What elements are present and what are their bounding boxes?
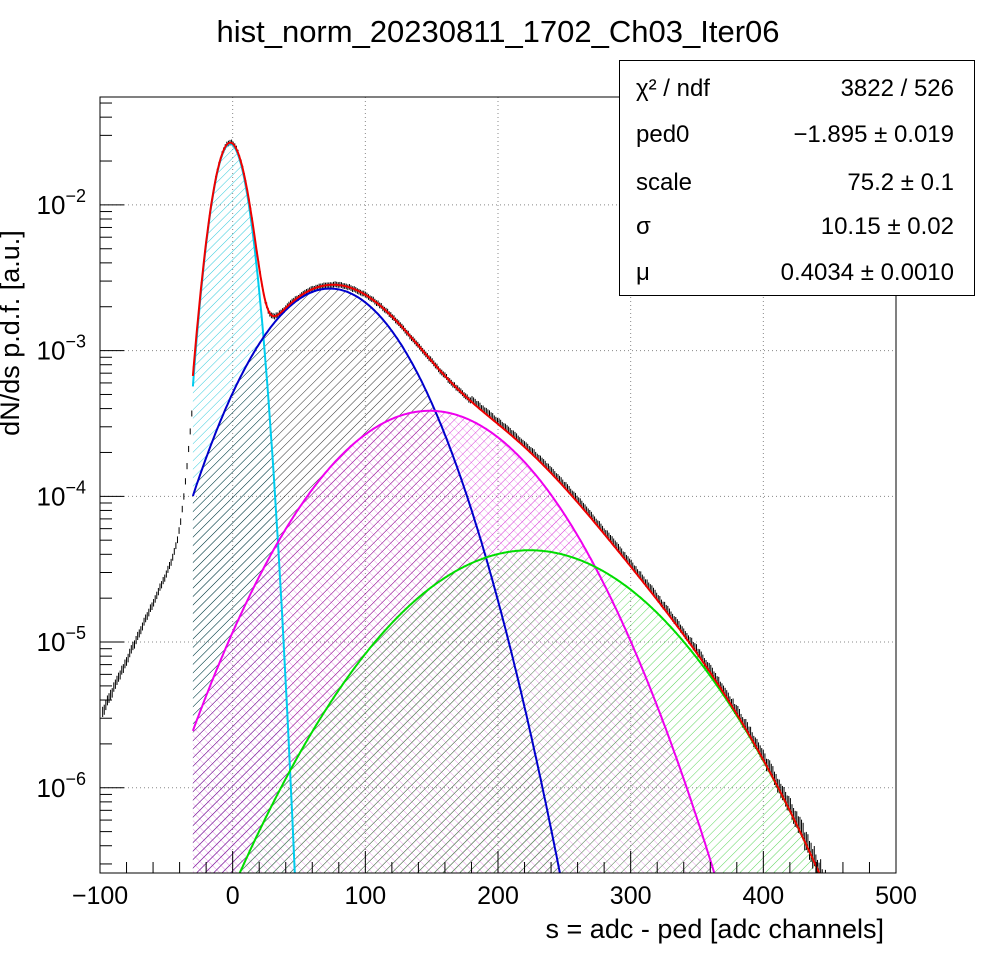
component-1-curve bbox=[191, 287, 561, 873]
axes: −100 0 100 200 300 400 500 10−6 10−5 10−4 10−3 10−2 bbox=[37, 102, 917, 910]
x-axis-label: s = adc - ped [adc channels] bbox=[546, 914, 884, 944]
stats-label: μ bbox=[636, 259, 650, 286]
x-tick-label: 500 bbox=[875, 882, 917, 910]
x-tick-label: 0 bbox=[226, 882, 240, 910]
x-tick-label: 200 bbox=[477, 882, 519, 910]
component-2-curve bbox=[191, 409, 716, 873]
stats-label: ped0 bbox=[636, 121, 690, 148]
y-tick-label: 10−3 bbox=[37, 332, 86, 366]
y-axis-label: dN/ds p.d.f. [a.u.] bbox=[0, 230, 25, 436]
x-tick-label: 300 bbox=[610, 882, 652, 910]
x-tick-label: 400 bbox=[742, 882, 784, 910]
stats-value: −1.895 ± 0.019 bbox=[793, 121, 954, 148]
stats-value: 75.2 ± 0.1 bbox=[847, 169, 954, 196]
stats-row-scale: scale 75.2 ± 0.1 bbox=[620, 169, 974, 213]
stats-label: χ² / ndf bbox=[636, 75, 710, 102]
y-tick-label: 10−2 bbox=[37, 186, 86, 220]
total-fit-curve bbox=[191, 141, 821, 873]
stats-value: 10.15 ± 0.02 bbox=[820, 213, 954, 240]
stats-row-chi2: χ² / ndf 3822 / 526 bbox=[620, 75, 974, 119]
data-points bbox=[102, 139, 826, 873]
stats-row-sigma: σ 10.15 ± 0.02 bbox=[620, 213, 974, 257]
x-tick-label: 100 bbox=[344, 882, 386, 910]
chart-title: hist_norm_20230811_1702_Ch03_Iter06 bbox=[216, 14, 780, 49]
y-tick-label: 10−4 bbox=[37, 477, 86, 511]
stats-value: 3822 / 526 bbox=[840, 75, 954, 102]
y-tick-label: 10−5 bbox=[37, 623, 86, 657]
stats-row-ped0: ped0 −1.895 ± 0.019 bbox=[620, 121, 974, 165]
stats-row-mu: μ 0.4034 ± 0.0010 bbox=[620, 259, 974, 303]
component-3-fill bbox=[220, 550, 839, 873]
stats-value: 0.4034 ± 0.0010 bbox=[780, 259, 954, 286]
stats-label: σ bbox=[636, 213, 651, 240]
x-tick-label: −100 bbox=[72, 882, 128, 910]
fit-stats-box: χ² / ndf 3822 / 526 ped0 −1.895 ± 0.019 … bbox=[619, 60, 975, 296]
y-tick-label: 10−6 bbox=[37, 769, 86, 803]
fit-curves bbox=[191, 141, 821, 873]
stats-label: scale bbox=[636, 169, 693, 196]
